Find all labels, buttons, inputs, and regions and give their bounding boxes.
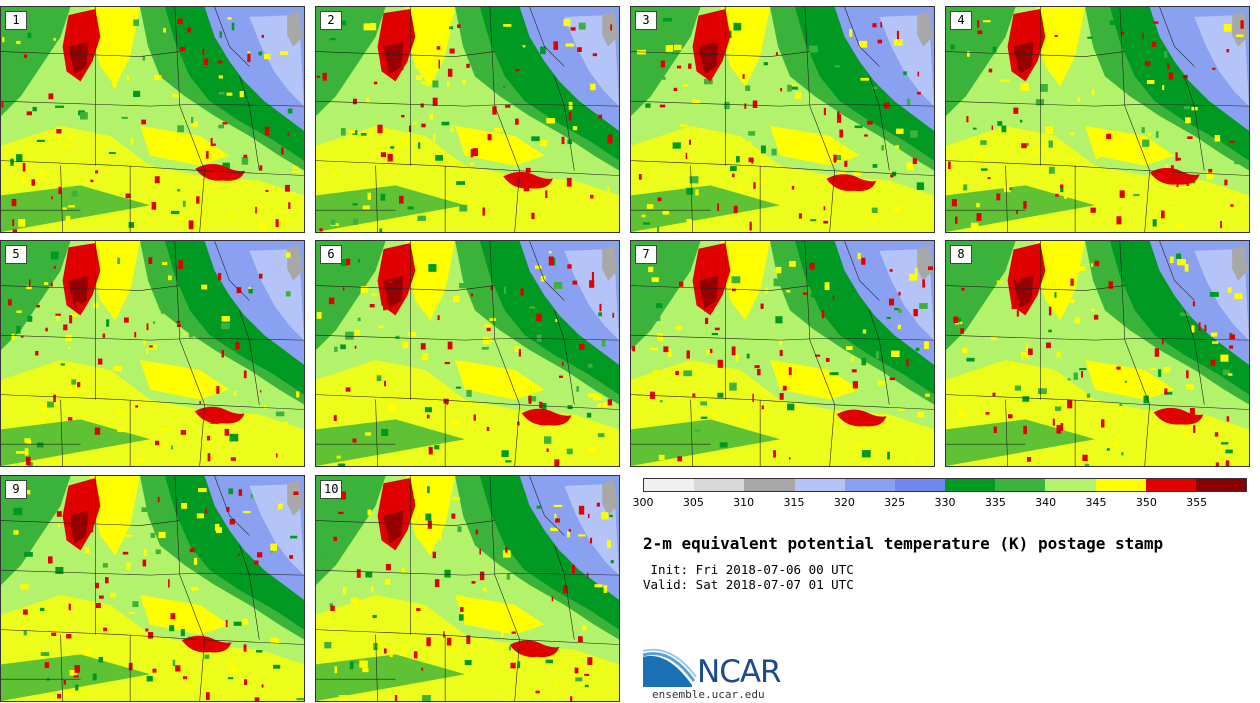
colorbar-swatch (794, 479, 845, 491)
colorbar-swatch (1145, 479, 1196, 491)
member-number-label: 2 (320, 11, 342, 30)
colorbar-tick-label: 340 (1035, 496, 1057, 509)
member-number-label: 3 (635, 11, 657, 30)
colorbar (643, 478, 1247, 492)
member-number-label: 9 (5, 480, 27, 499)
member-number-label: 6 (320, 245, 342, 264)
colorbar-tick-label: 345 (1085, 496, 1107, 509)
colorbar-tick-label: 355 (1186, 496, 1208, 509)
colorbar-tick-label: 325 (884, 496, 906, 509)
colorbar-tick-label: 315 (783, 496, 805, 509)
colorbar-swatch (1045, 479, 1096, 491)
colorbar-tick-label: 300 (632, 496, 654, 509)
logo-url: ensemble.ucar.edu (652, 688, 765, 701)
colorbar-tick-label: 330 (934, 496, 956, 509)
member-number-label: 4 (950, 11, 972, 30)
member-map-panel: 6 (315, 240, 620, 467)
colorbar-tick-label: 310 (733, 496, 755, 509)
colorbar-ticks: 300 305 310 315 320 325 330 335 340 345 350 355 (633, 496, 1247, 510)
member-map-panel: 9 (0, 475, 305, 702)
member-number-label: 1 (5, 11, 27, 30)
logo-text: NCAR (697, 654, 782, 690)
colorbar-swatch (1095, 479, 1146, 491)
colorbar-swatch (644, 479, 695, 491)
member-number-label: 5 (5, 245, 27, 264)
member-map-panel: 1 (0, 6, 305, 233)
member-number-label: 7 (635, 245, 657, 264)
member-map-panel: 8 (945, 240, 1250, 467)
colorbar-tick-label: 350 (1135, 496, 1157, 509)
colorbar-swatch (1195, 479, 1247, 491)
colorbar-swatch (694, 479, 745, 491)
colorbar-swatch (945, 479, 996, 491)
member-map-panel: 7 (630, 240, 935, 467)
member-map-panel: 2 (315, 6, 620, 233)
member-number-label: 8 (950, 245, 972, 264)
colorbar-swatch (894, 479, 946, 491)
colorbar-tick-label: 335 (984, 496, 1006, 509)
figure-title: 2-m equivalent potential temperature (K)… (643, 534, 1164, 553)
member-number-label: 10 (320, 480, 343, 499)
member-map-panel: 5 (0, 240, 305, 467)
colorbar-swatch (744, 479, 795, 491)
member-map-panel: 3 (630, 6, 935, 233)
ncar-logo-icon (642, 648, 697, 687)
valid-time: Valid: Sat 2018-07-07 01 UTC (643, 577, 854, 592)
colorbar-tick-label: 320 (833, 496, 855, 509)
member-map-panel: 10 (315, 475, 620, 702)
colorbar-tick-label: 305 (682, 496, 704, 509)
colorbar-swatch (844, 479, 895, 491)
member-map-panel: 4 (945, 6, 1250, 233)
init-time: Init: Fri 2018-07-06 00 UTC (643, 562, 854, 577)
colorbar-swatch (995, 479, 1046, 491)
